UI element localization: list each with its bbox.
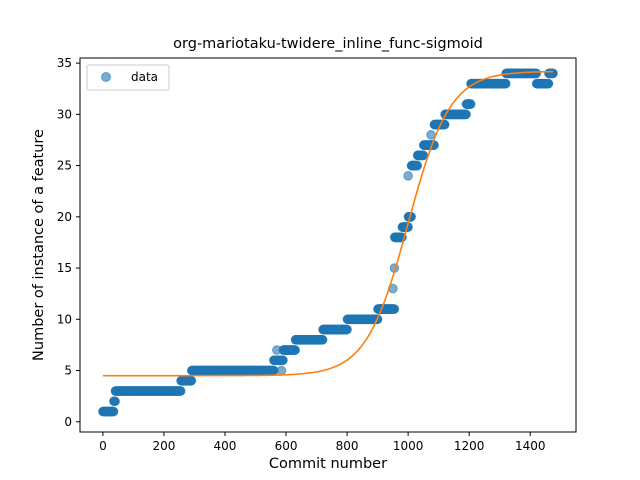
data-point bbox=[501, 78, 511, 89]
data-point bbox=[389, 304, 400, 314]
data-point bbox=[290, 345, 300, 355]
y-tick-label: 5 bbox=[64, 364, 72, 378]
legend: data bbox=[86, 64, 170, 91]
x-tick-label: 800 bbox=[336, 439, 359, 453]
data-point bbox=[272, 345, 282, 355]
data-point bbox=[342, 324, 352, 335]
data-point bbox=[461, 109, 471, 120]
data-point bbox=[531, 68, 542, 79]
y-tick-label: 25 bbox=[57, 159, 72, 173]
x-tick-label: 1200 bbox=[454, 439, 485, 453]
x-tick-label: 200 bbox=[152, 439, 175, 453]
chart-title: org-mariotaku-twidere_inline_func-sigmoi… bbox=[173, 36, 483, 52]
x-tick-label: 400 bbox=[214, 439, 237, 453]
x-axis-label: Commit number bbox=[269, 456, 387, 472]
x-tick-label: 0 bbox=[99, 439, 107, 453]
y-tick-label: 20 bbox=[57, 210, 72, 224]
data-point bbox=[108, 406, 119, 417]
x-tick-label: 1000 bbox=[393, 439, 424, 453]
axis-ticks: 0 200 400 600 800 1000 1200 1400 0 5 10 15 20 25 30 35 bbox=[57, 56, 546, 453]
plot-area bbox=[98, 68, 558, 417]
data-point bbox=[465, 99, 476, 109]
data-point bbox=[548, 68, 558, 79]
legend-marker-data bbox=[101, 72, 111, 82]
x-tick-label: 1400 bbox=[515, 439, 546, 453]
y-tick-label: 30 bbox=[57, 107, 72, 121]
data-point bbox=[110, 396, 120, 407]
data-point bbox=[276, 365, 287, 376]
y-tick-label: 0 bbox=[64, 415, 72, 429]
plot-frame bbox=[79, 57, 577, 433]
y-axis-label: Number of instance of a feature bbox=[31, 129, 47, 361]
data-point bbox=[418, 150, 429, 161]
x-tick-label: 600 bbox=[275, 439, 298, 453]
y-tick-label: 35 bbox=[57, 56, 72, 70]
sigmoid-fit-line bbox=[102, 70, 554, 377]
data-point bbox=[543, 78, 554, 89]
data-point bbox=[278, 355, 288, 366]
data-point bbox=[403, 171, 413, 181]
data-point bbox=[175, 386, 186, 396]
data-point bbox=[317, 334, 328, 345]
data-point bbox=[186, 375, 197, 386]
legend-label-data: data bbox=[131, 70, 158, 84]
y-tick-label: 10 bbox=[57, 312, 72, 326]
y-tick-label: 15 bbox=[57, 261, 72, 275]
data-point bbox=[412, 160, 423, 171]
legend-box bbox=[86, 64, 170, 91]
